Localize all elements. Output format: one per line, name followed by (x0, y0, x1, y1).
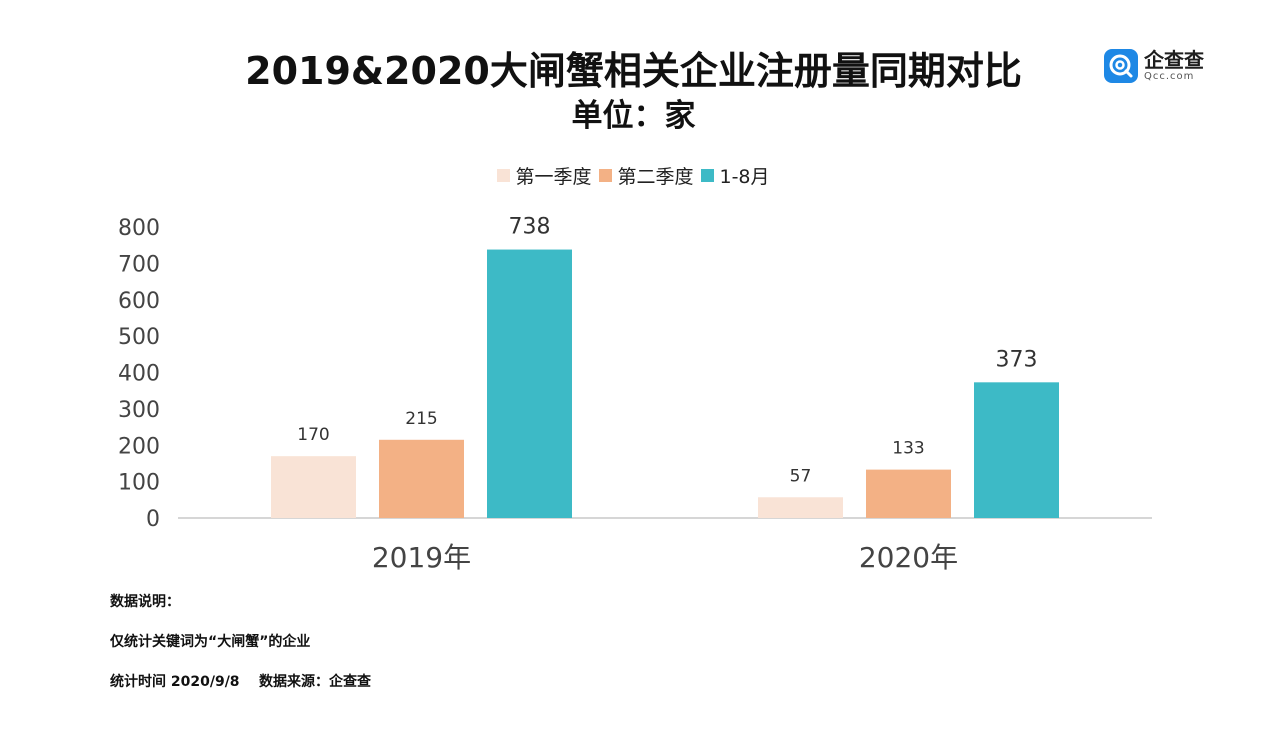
data-label: 373 (996, 347, 1038, 372)
y-tick-label: 500 (118, 325, 160, 350)
bar-jan-aug-0 (487, 249, 572, 519)
data-label: 57 (790, 466, 812, 486)
data-label: 133 (892, 439, 924, 459)
legend-label-q2: 第二季度 (617, 166, 694, 188)
chart-title: 2019&2020大闸蟹相关企业注册量同期对比 (245, 49, 1022, 93)
legend-swatch-q1 (497, 169, 511, 182)
y-tick-label: 100 (118, 471, 160, 496)
logo-name-cn: 企查查 (1144, 48, 1204, 72)
logo-name-en: Qcc.com (1144, 71, 1195, 82)
notes-heading: 数据说明： (110, 594, 180, 610)
data-label: 215 (405, 409, 437, 429)
bar-q2-0 (379, 439, 464, 518)
y-tick-label: 700 (118, 252, 160, 277)
y-tick-label: 600 (118, 289, 160, 314)
data-notes: 数据说明： 仅统计关键词为“大闸蟹”的企业 统计时间 2020/9/8 数据来源… (110, 592, 371, 712)
y-tick-label: 400 (118, 362, 160, 387)
chart-subtitle: 单位：家 (571, 98, 696, 134)
bar-q1-0 (271, 456, 356, 518)
bar-q2-1 (866, 469, 951, 518)
legend-swatch-q2 (599, 169, 613, 182)
legend-label-jan-aug: 1-8月 (719, 166, 770, 188)
x-tick-label: 2020年 (859, 541, 958, 574)
x-tick-label: 2019年 (372, 541, 471, 574)
legend-label-q1: 第一季度 (515, 166, 592, 188)
qcc-logo-icon (1104, 49, 1138, 83)
notes-line-1: 仅统计关键词为“大闸蟹”的企业 (110, 634, 311, 650)
y-tick-label: 200 (118, 434, 160, 459)
legend-item-q2: 第二季度 (599, 162, 693, 189)
chart-legend: 第一季度 第二季度 1-8月 (0, 162, 1267, 189)
y-tick-label: 800 (118, 216, 160, 241)
legend-swatch-jan-aug (701, 169, 715, 182)
notes-line-2: 统计时间 2020/9/8 数据来源：企查查 (110, 674, 372, 690)
data-label: 170 (297, 425, 329, 445)
legend-item-q1: 第一季度 (497, 162, 591, 189)
y-tick-label: 300 (118, 398, 160, 423)
bar-q1-1 (758, 497, 843, 518)
data-label: 738 (509, 215, 551, 240)
legend-item-jan-aug: 1-8月 (701, 162, 770, 189)
y-tick-label: 0 (146, 507, 160, 532)
bar-jan-aug-1 (974, 382, 1059, 518)
brand-logo: 企查查 Qcc.com (1104, 46, 1204, 86)
